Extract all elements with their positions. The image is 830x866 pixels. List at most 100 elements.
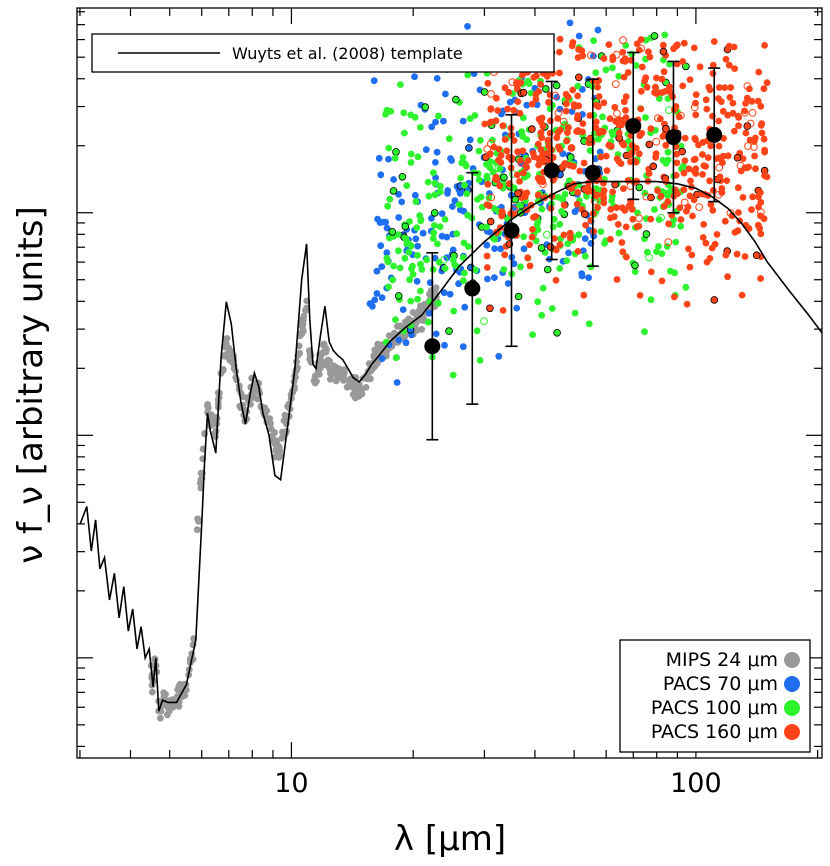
pacs-160-point xyxy=(741,253,749,260)
pacs-160-point xyxy=(516,109,524,117)
pacs-70-point xyxy=(383,249,391,257)
pacs-100-point xyxy=(581,252,589,260)
pacs-100-point xyxy=(523,136,531,144)
pacs-160-point xyxy=(635,150,643,158)
pacs-100-point xyxy=(486,158,494,166)
pacs-160-point xyxy=(671,106,678,113)
pacs-70-point xyxy=(448,157,455,164)
pacs-160-point xyxy=(752,134,759,142)
pacs-160-point xyxy=(545,98,552,106)
pacs-100-point xyxy=(437,182,444,190)
pacs-160-point xyxy=(652,150,660,158)
pacs-70-point xyxy=(513,304,521,312)
pacs-160-point xyxy=(529,226,536,233)
mips-24-point xyxy=(176,680,184,688)
mips-24-point xyxy=(212,433,219,440)
pacs-160-point xyxy=(722,55,730,63)
pacs-160-point xyxy=(574,112,582,119)
pacs-70-point xyxy=(484,275,491,283)
pacs-100-point xyxy=(407,150,415,158)
legend-marker-pacs-70 xyxy=(784,676,800,692)
pacs-160-point xyxy=(516,178,523,185)
pacs-160-point xyxy=(643,83,651,91)
pacs-160-point xyxy=(700,221,708,228)
pacs-100-point xyxy=(672,238,680,246)
pacs-70-point xyxy=(440,117,447,125)
pacs-160-point xyxy=(715,84,723,91)
pacs-160-point xyxy=(619,48,627,56)
pacs-100-point xyxy=(550,215,558,223)
pacs-160-point xyxy=(755,203,762,211)
pacs-70-point xyxy=(399,306,407,313)
pacs-100-point xyxy=(407,111,415,119)
pacs-160-point xyxy=(600,55,608,62)
pacs-160-point xyxy=(715,95,722,102)
pacs-160-point xyxy=(726,209,735,217)
pacs-70-point xyxy=(504,280,512,287)
pacs-160-point xyxy=(505,88,513,96)
pacs-160-point xyxy=(534,191,542,199)
pacs-100-point xyxy=(385,144,393,152)
pacs-160-point xyxy=(615,129,623,137)
pacs-100-point xyxy=(510,184,518,192)
pacs-100-point xyxy=(659,156,667,164)
pacs-160-point xyxy=(706,177,713,185)
template-legend-label: Wuyts et al. (2008) template xyxy=(232,44,463,63)
pacs-70-point xyxy=(426,309,433,317)
pacs-70-point xyxy=(571,208,579,216)
pacs-160-point xyxy=(546,129,554,137)
pacs-70-point xyxy=(369,302,376,310)
pacs-70-point xyxy=(579,247,587,255)
pacs-100-point xyxy=(408,265,415,272)
pacs-160-point xyxy=(510,106,518,114)
pacs-70-point xyxy=(575,32,583,40)
pacs-160-point xyxy=(570,163,577,170)
pacs-100-point xyxy=(430,209,439,217)
pacs-160-point xyxy=(646,53,654,61)
pacs-100-point xyxy=(441,265,449,272)
pacs-160-point xyxy=(526,262,534,270)
pacs-100-point xyxy=(664,148,672,156)
mips-24-point xyxy=(225,344,233,352)
pacs-160-point xyxy=(621,55,629,63)
pacs-160-point xyxy=(553,134,561,142)
pacs-160-point xyxy=(513,171,521,179)
pacs-100-point xyxy=(435,112,442,120)
pacs-160-scatter xyxy=(481,35,771,314)
pacs-160-point xyxy=(487,139,495,148)
pacs-160-point xyxy=(660,202,668,210)
pacs-160-point xyxy=(609,188,616,196)
mips-24-point xyxy=(324,357,332,365)
pacs-160-point xyxy=(537,129,545,137)
legend-label-pacs-100: PACS 100 μm xyxy=(651,697,778,719)
pacs-100-point xyxy=(632,62,640,69)
pacs-160-point xyxy=(647,125,655,133)
pacs-160-point xyxy=(761,42,768,49)
pacs-160-point xyxy=(590,228,598,235)
pacs-160-point xyxy=(733,153,742,162)
pacs-100-point xyxy=(655,243,662,250)
pacs-70-point xyxy=(444,187,452,194)
pacs-100-point xyxy=(615,229,623,237)
pacs-100-point xyxy=(396,264,404,272)
pacs-160-point xyxy=(662,141,670,149)
pacs-160-point xyxy=(569,39,577,46)
pacs-100-point xyxy=(563,257,571,264)
pacs-160-point xyxy=(571,103,578,111)
pacs-100-point xyxy=(658,250,666,257)
pacs-70-point xyxy=(398,198,406,206)
pacs-160-point xyxy=(620,98,628,106)
pacs-160-point xyxy=(544,136,552,144)
pacs-70-point xyxy=(438,210,446,218)
pacs-70-point xyxy=(506,98,514,106)
pacs-100-point xyxy=(401,222,410,231)
pacs-160-point xyxy=(699,234,707,241)
pacs-160-point xyxy=(659,47,668,56)
pacs-100-point xyxy=(405,248,413,256)
mips-24-point xyxy=(371,346,379,354)
pacs-100-point xyxy=(475,147,483,155)
pacs-160-point xyxy=(530,74,538,81)
pacs-160-point xyxy=(659,41,667,49)
pacs-160-point xyxy=(487,193,496,202)
